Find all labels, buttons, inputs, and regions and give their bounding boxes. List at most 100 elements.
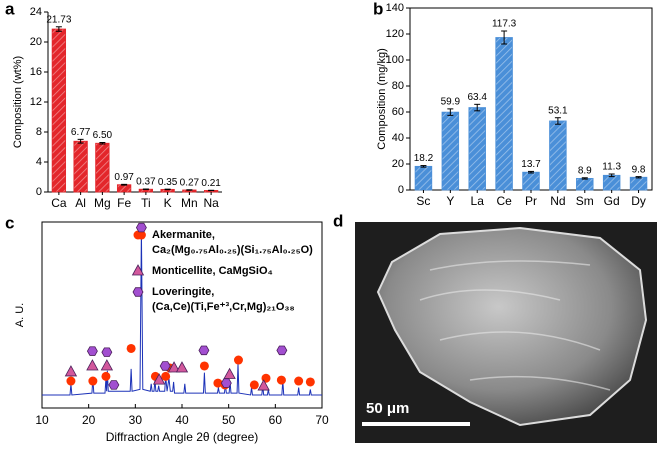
bar	[603, 175, 620, 190]
value-label: 6.50	[93, 130, 113, 141]
y-tick-label: 12	[30, 96, 42, 108]
x-tick-label: La	[471, 194, 485, 208]
y-tick-label: 120	[386, 28, 404, 40]
value-label: 8.9	[578, 165, 592, 176]
x-tick-label: Y	[446, 194, 454, 208]
x-tick-label: 40	[175, 413, 189, 427]
value-label: 63.4	[467, 92, 487, 103]
value-label: 0.35	[158, 177, 178, 188]
y-tick-label: 60	[392, 106, 404, 118]
x-tick-label: Pr	[525, 194, 537, 208]
y-tick-label: 0	[36, 186, 42, 198]
legend-formula: (Ca,Ce)(Ti,Fe⁺³,Cr,Mg)₂₁O₃₈	[152, 301, 295, 313]
bar	[630, 177, 647, 190]
marker	[87, 347, 97, 356]
value-label: 13.7	[521, 159, 541, 170]
value-label: 11.3	[602, 162, 621, 173]
bar	[496, 38, 513, 190]
value-label: 59.9	[441, 97, 461, 108]
value-label: 0.97	[114, 172, 134, 183]
legend-marker	[133, 288, 143, 297]
marker	[250, 380, 259, 389]
y-tick-label: 8	[36, 126, 42, 138]
legend-formula: Ca₂(Mg₀.₇₅Al₀.₂₅)(Si₁.₇₅Al₀.₂₅O)	[152, 244, 313, 256]
y-tick-label: 100	[386, 54, 404, 66]
marker	[234, 356, 243, 365]
marker	[101, 360, 112, 370]
x-tick-label: Sc	[416, 194, 430, 208]
value-label: 21.73	[46, 14, 71, 25]
x-tick-label: Gd	[604, 194, 620, 208]
x-tick-label: 20	[82, 413, 96, 427]
marker	[306, 377, 315, 386]
y-tick-label: 16	[30, 66, 42, 78]
value-label: 6.77	[71, 127, 91, 138]
panel-label: c	[5, 213, 14, 232]
bar	[550, 121, 567, 190]
bar	[415, 166, 432, 190]
marker	[109, 381, 119, 390]
x-tick-label: 10	[35, 413, 49, 427]
x-tick-label: Dy	[631, 194, 646, 208]
marker	[88, 377, 97, 386]
x-tick-label: Nd	[550, 194, 565, 208]
legend-label: Akermanite,	[152, 229, 215, 241]
marker	[65, 366, 76, 376]
bar	[576, 178, 593, 190]
y-axis-label: A. U.	[14, 303, 26, 327]
value-label: 18.2	[414, 153, 434, 164]
marker	[177, 362, 188, 372]
marker	[294, 377, 303, 386]
panel-label: a	[5, 0, 15, 18]
y-tick-label: 4	[36, 156, 42, 168]
error-bar	[121, 184, 127, 185]
marker	[66, 377, 75, 386]
marker	[277, 346, 287, 355]
marker	[136, 223, 146, 232]
marker	[87, 360, 98, 370]
y-tick-label: 140	[386, 2, 404, 14]
marker	[200, 361, 209, 370]
panel-label: b	[373, 0, 383, 18]
y-tick-label: 40	[392, 132, 404, 144]
y-tick-label: 20	[30, 36, 42, 48]
bar	[469, 108, 486, 190]
bar	[96, 143, 109, 192]
marker	[160, 362, 170, 371]
x-tick-label: Mg	[94, 196, 111, 210]
bar	[74, 141, 87, 192]
x-tick-label: Sm	[576, 194, 594, 208]
x-tick-label: Fe	[117, 196, 131, 210]
value-label: 117.3	[492, 19, 517, 30]
y-tick-label: 24	[30, 6, 42, 18]
legend-label: Monticellite, CaMgSiO₄	[152, 265, 273, 277]
x-tick-label: Al	[75, 196, 86, 210]
bar	[52, 29, 65, 192]
value-label: 0.21	[201, 178, 221, 189]
y-tick-label: 0	[398, 184, 404, 196]
marker	[199, 346, 209, 355]
bar	[523, 172, 540, 190]
value-label: 0.37	[136, 177, 156, 188]
x-tick-label: 30	[129, 413, 143, 427]
marker	[101, 372, 110, 381]
value-label: 9.8	[632, 164, 646, 175]
y-tick-label: 80	[392, 80, 404, 92]
bar	[117, 185, 130, 192]
marker	[102, 348, 112, 357]
y-tick-label: 20	[392, 158, 404, 170]
marker	[127, 344, 136, 353]
x-tick-label: Ce	[496, 194, 512, 208]
x-tick-label: Na	[203, 196, 219, 210]
y-axis-label: Composition (mg/kg)	[376, 48, 388, 149]
y-axis-label: Composition (wt%)	[12, 56, 24, 148]
panel-d: 50 μm d	[333, 211, 657, 443]
x-tick-label: Ti	[141, 196, 151, 210]
x-tick-label: 60	[269, 413, 283, 427]
bar	[442, 112, 459, 190]
marker	[224, 369, 235, 379]
x-tick-label: K	[164, 196, 172, 210]
scale-bar-label: 50 μm	[366, 400, 409, 417]
